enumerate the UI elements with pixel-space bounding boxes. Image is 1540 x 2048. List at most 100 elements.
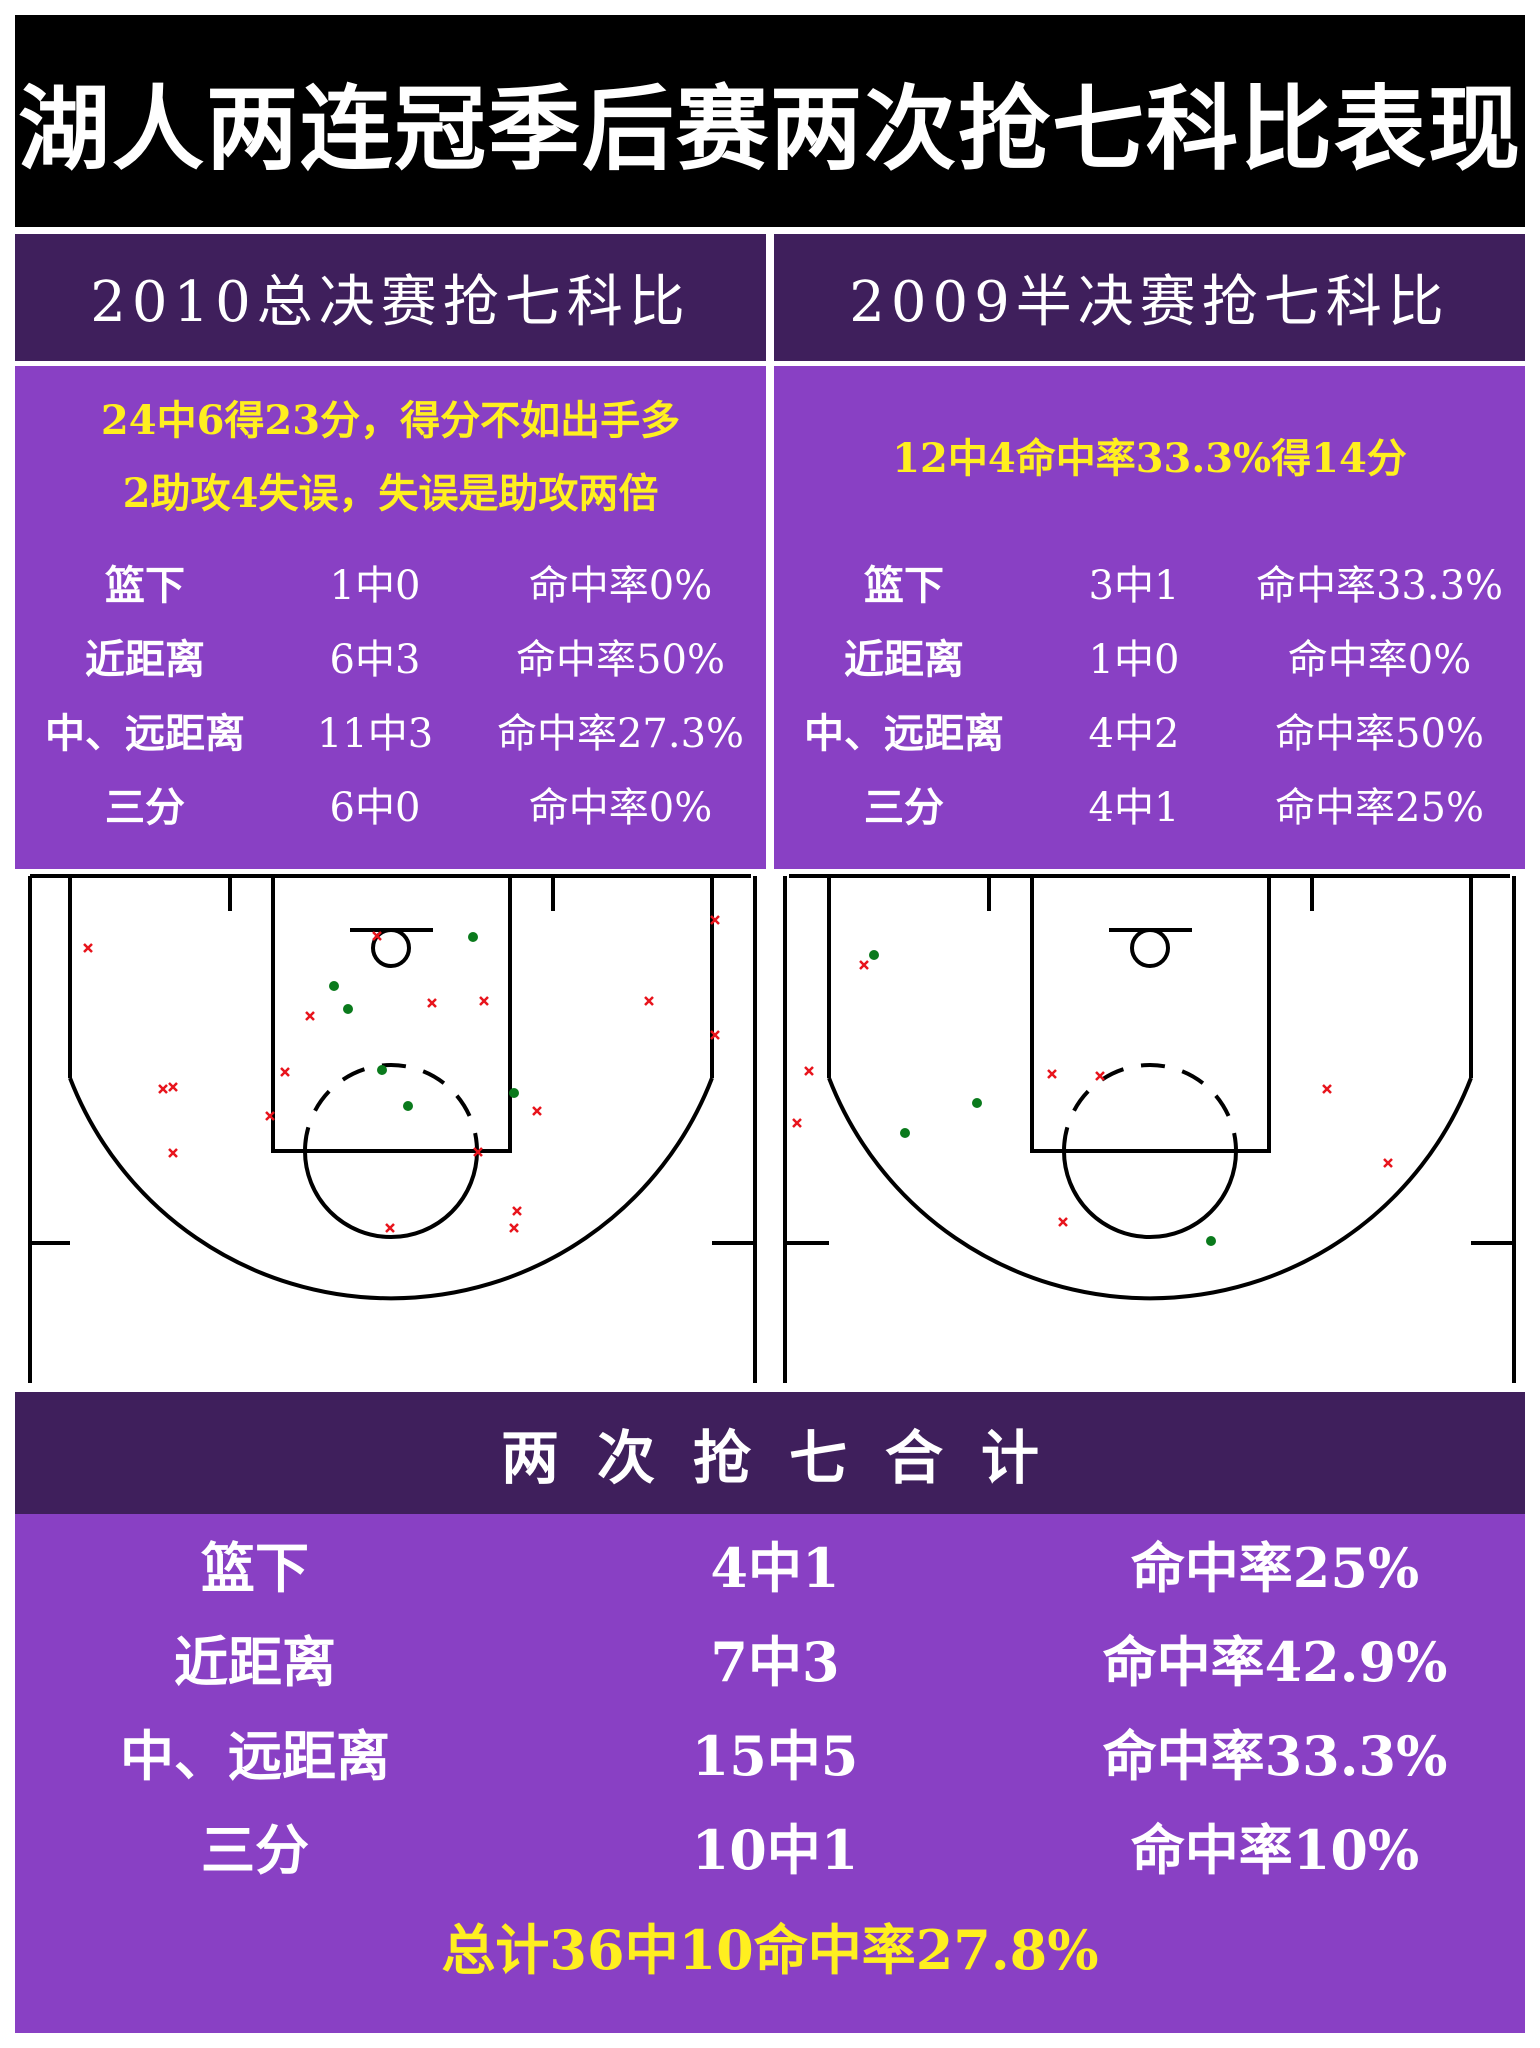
zone-label: 中、远距离: [120, 1724, 390, 1788]
attempts: 15中5: [691, 1724, 859, 1788]
missed-shot-marker: [710, 915, 720, 925]
missed-shot-marker: [1383, 1158, 1393, 1168]
zone-label: 近距离: [844, 636, 964, 683]
percentage: 命中率0%: [1287, 637, 1472, 683]
percentage: 命中率27.3%: [496, 711, 745, 757]
missed-shot-marker: [710, 1030, 720, 1040]
attempts: 3中1: [1088, 563, 1180, 609]
missed-shot-marker: [1322, 1084, 1332, 1094]
attempts: 7中3: [710, 1630, 840, 1694]
missed-shot-marker: [859, 960, 869, 970]
title-bar: 湖人两连冠季后赛两次抢七科比表现: [15, 15, 1525, 227]
percentage: 命中率10%: [1130, 1818, 1420, 1882]
missed-shot-marker: [385, 1223, 395, 1233]
percentage: 命中率50%: [516, 637, 725, 683]
zone-label: 三分: [105, 784, 185, 831]
missed-shot-marker: [1058, 1217, 1068, 1227]
right-stats-panel: 12中4命中率33.3%得14分 篮下 3中1 命中率33.3% 近距离 1中0…: [774, 366, 1525, 869]
right-stat-row-close: 近距离 1中0 命中率0%: [774, 630, 1525, 690]
attempts: 6中0: [329, 785, 421, 831]
right-stat-row-rim: 篮下 3中1 命中率33.3%: [774, 556, 1525, 616]
percentage: 命中率42.9%: [1102, 1630, 1448, 1694]
left-stats-panel: 24中6得23分，得分不如出手多 2助攻4失误，失误是助攻两倍 篮下 1中0 命…: [15, 366, 766, 869]
attempts: 4中1: [710, 1536, 840, 1600]
total-stat-row-mid: 中、远距离 15中5 命中率33.3%: [15, 1716, 1525, 1796]
zone-label: 篮下: [105, 562, 185, 609]
zone-label: 近距离: [85, 636, 205, 683]
made-shot-marker: [468, 932, 478, 942]
right-shot-chart: [774, 873, 1525, 1387]
missed-shot-marker: [280, 1067, 290, 1077]
percentage: 命中率33.3%: [1255, 563, 1504, 609]
percentage: 命中率25%: [1130, 1536, 1420, 1600]
grand-total: 总计36中10命中率27.8%: [441, 1918, 1099, 1982]
court-diagram-right: [783, 874, 1516, 1383]
missed-shot-marker: [83, 943, 93, 953]
missed-shot-marker: [158, 1084, 168, 1094]
zone-label: 近距离: [174, 1630, 336, 1694]
attempts: 11中3: [316, 711, 434, 757]
total-stat-row-close: 近距离 7中3 命中率42.9%: [15, 1622, 1525, 1702]
attempts: 6中3: [329, 637, 421, 683]
right-stat-row-three: 三分 4中1 命中率25%: [774, 778, 1525, 838]
shot-markers: [83, 915, 720, 1233]
right-stat-row-mid: 中、远距离 4中2 命中率50%: [774, 704, 1525, 764]
total-stat-row-three: 三分 10中1 命中率10%: [15, 1810, 1525, 1890]
made-shot-marker: [900, 1128, 910, 1138]
attempts: 1中0: [329, 563, 421, 609]
percentage: 命中率25%: [1275, 785, 1484, 831]
made-shot-marker: [869, 950, 879, 960]
missed-shot-marker: [265, 1111, 275, 1121]
left-stat-row-close: 近距离 6中3 命中率50%: [15, 630, 766, 690]
missed-shot-marker: [1095, 1071, 1105, 1081]
left-stat-row-mid: 中、远距离 11中3 命中率27.3%: [15, 704, 766, 764]
court-diagram-left: [28, 874, 757, 1383]
zone-label: 中、远距离: [804, 710, 1004, 757]
missed-shot-marker: [479, 996, 489, 1006]
missed-shot-marker: [644, 996, 654, 1006]
attempts: 4中1: [1088, 785, 1180, 831]
missed-shot-marker: [532, 1106, 542, 1116]
percentage: 命中率0%: [528, 563, 713, 609]
missed-shot-marker: [1047, 1069, 1057, 1079]
page-title: 湖人两连冠季后赛两次抢七科比表现: [17, 75, 1522, 183]
made-shot-marker: [972, 1098, 982, 1108]
percentage: 命中率0%: [528, 785, 713, 831]
made-shot-marker: [343, 1004, 353, 1014]
missed-shot-marker: [427, 998, 437, 1008]
missed-shot-marker: [168, 1082, 178, 1092]
made-shot-marker: [329, 981, 339, 991]
zone-label: 篮下: [201, 1536, 309, 1600]
zone-label: 中、远距离: [45, 710, 245, 757]
missed-shot-marker: [473, 1147, 483, 1157]
percentage: 命中率33.3%: [1102, 1724, 1448, 1788]
zone-label: 三分: [201, 1818, 309, 1882]
shot-markers: [792, 950, 1393, 1246]
attempts: 10中1: [691, 1818, 859, 1882]
attempts: 1中0: [1088, 637, 1180, 683]
missed-shot-marker: [305, 1011, 315, 1021]
right-panel-header: 2009半决赛抢七科比: [774, 234, 1525, 361]
total-stat-row-rim: 篮下 4中1 命中率25%: [15, 1528, 1525, 1608]
zone-label: 篮下: [864, 562, 944, 609]
percentage: 命中率50%: [1275, 711, 1484, 757]
missed-shot-marker: [372, 931, 382, 941]
missed-shot-marker: [512, 1206, 522, 1216]
missed-shot-marker: [168, 1148, 178, 1158]
left-summary-line-1: 24中6得23分，得分不如出手多: [100, 397, 681, 444]
left-panel-header: 2010总决赛抢七科比: [15, 234, 766, 361]
made-shot-marker: [1206, 1236, 1216, 1246]
made-shot-marker: [509, 1088, 519, 1098]
left-stat-row-rim: 篮下 1中0 命中率0%: [15, 556, 766, 616]
total-header: 两次抢七合计: [15, 1392, 1525, 1514]
right-summary-line: 12中4命中率33.3%得14分: [892, 435, 1407, 482]
missed-shot-marker: [804, 1066, 814, 1076]
zone-label: 三分: [864, 784, 944, 831]
left-summary-line-2: 2助攻4失误，失误是助攻两倍: [122, 470, 659, 517]
missed-shot-marker: [509, 1223, 519, 1233]
attempts: 4中2: [1088, 711, 1180, 757]
missed-shot-marker: [792, 1118, 802, 1128]
total-stats-panel: 篮下 4中1 命中率25% 近距离 7中3 命中率42.9% 中、远距离 15中…: [15, 1514, 1525, 2033]
made-shot-marker: [403, 1101, 413, 1111]
left-stat-row-three: 三分 6中0 命中率0%: [15, 778, 766, 838]
